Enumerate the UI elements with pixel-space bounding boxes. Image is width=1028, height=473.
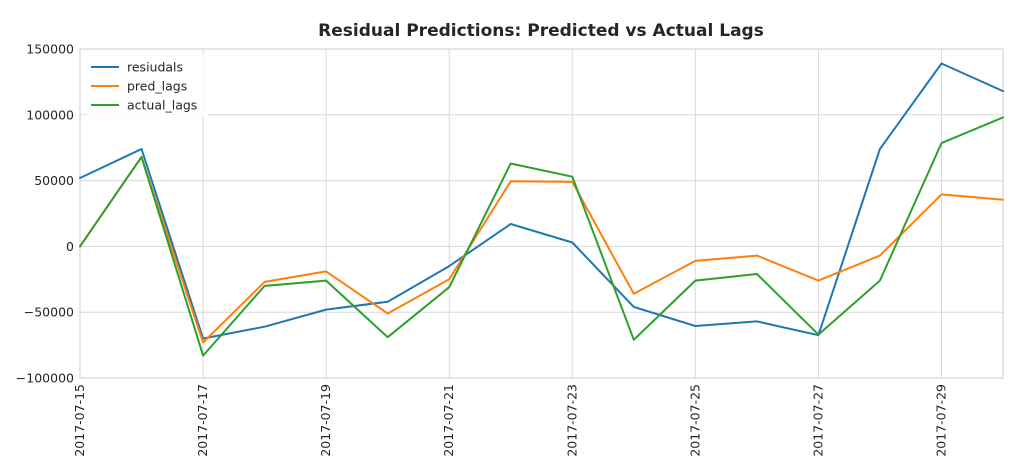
legend: resiudals pred_lags actual_lags bbox=[86, 55, 208, 117]
y-tick-label: −50000 bbox=[24, 305, 74, 320]
series-layer bbox=[79, 62, 1004, 357]
x-tick-label: 2017-07-17 bbox=[195, 384, 210, 457]
y-tick-label: 50000 bbox=[34, 173, 74, 188]
y-tick-label: −100000 bbox=[16, 371, 74, 386]
x-tick-label: 2017-07-29 bbox=[933, 384, 948, 457]
y-tick-label: 150000 bbox=[26, 42, 74, 57]
x-tick-label: 2017-07-27 bbox=[810, 384, 825, 457]
series-line-actual_lags bbox=[79, 116, 1004, 357]
x-axis: 2017-07-15 2017-07-17 2017-07-19 2017-07-21… bbox=[72, 384, 948, 457]
x-tick-label: 2017-07-15 bbox=[72, 384, 87, 457]
legend-label-pred_lags: pred_lags bbox=[127, 79, 187, 94]
series-line-pred_lags bbox=[79, 155, 1004, 344]
y-tick-label: 100000 bbox=[26, 107, 74, 122]
x-tick-label: 2017-07-25 bbox=[687, 384, 702, 457]
series-line-resiudals bbox=[79, 62, 1004, 340]
x-tick-label: 2017-07-21 bbox=[441, 384, 456, 457]
legend-label-actual_lags: actual_lags bbox=[127, 98, 197, 113]
y-axis: −100000 −50000 0 50000 100000 150000 bbox=[16, 42, 74, 386]
x-tick-label: 2017-07-23 bbox=[564, 384, 579, 457]
y-tick-label: 0 bbox=[66, 239, 74, 254]
chart-title: Residual Predictions: Predicted vs Actua… bbox=[318, 21, 764, 41]
plot-frame bbox=[79, 48, 1004, 379]
x-tick-label: 2017-07-19 bbox=[318, 384, 333, 457]
legend-label-resiudals: resiudals bbox=[127, 60, 183, 75]
